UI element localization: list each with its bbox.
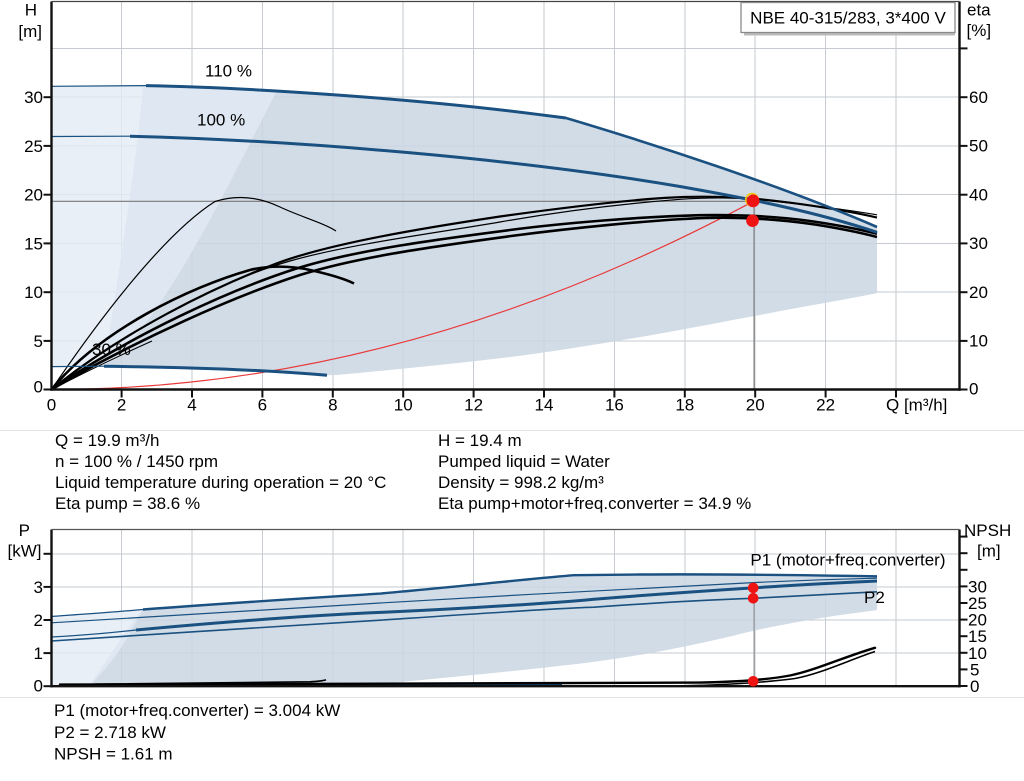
svg-text:6: 6 xyxy=(258,396,267,415)
svg-text:0: 0 xyxy=(34,378,43,397)
svg-text:Pumped liquid = Water: Pumped liquid = Water xyxy=(438,452,610,471)
svg-text:H: H xyxy=(25,1,37,20)
svg-text:100 %: 100 % xyxy=(197,111,245,130)
svg-text:NPSH = 1.61 m: NPSH = 1.61 m xyxy=(54,745,173,764)
svg-text:2: 2 xyxy=(34,611,43,630)
svg-text:20: 20 xyxy=(24,186,43,205)
svg-text:0: 0 xyxy=(47,396,56,415)
svg-text:Q [m³/h]: Q [m³/h] xyxy=(886,396,947,415)
svg-text:60: 60 xyxy=(969,88,988,107)
svg-text:eta: eta xyxy=(967,1,991,20)
svg-text:5: 5 xyxy=(34,332,43,351)
svg-text:20: 20 xyxy=(746,396,765,415)
svg-text:18: 18 xyxy=(675,396,694,415)
svg-text:Liquid temperature during oper: Liquid temperature during operation = 20… xyxy=(55,473,386,492)
svg-text:5: 5 xyxy=(970,660,979,679)
svg-text:30 %: 30 % xyxy=(92,340,131,359)
svg-text:Q = 19.9 m³/h: Q = 19.9 m³/h xyxy=(55,431,159,450)
svg-text:10: 10 xyxy=(394,396,413,415)
svg-text:P1 (motor+freq.converter) = 3.: P1 (motor+freq.converter) = 3.004 kW xyxy=(54,701,340,720)
svg-text:4: 4 xyxy=(187,396,196,415)
svg-text:NBE 40-315/283, 3*400 V: NBE 40-315/283, 3*400 V xyxy=(750,9,946,28)
svg-text:15: 15 xyxy=(24,234,43,253)
svg-text:P2 = 2.718 kW: P2 = 2.718 kW xyxy=(54,723,166,742)
svg-text:3: 3 xyxy=(34,578,43,597)
svg-text:8: 8 xyxy=(328,396,337,415)
svg-text:15: 15 xyxy=(968,627,987,646)
svg-text:30: 30 xyxy=(968,577,987,596)
svg-text:P1 (motor+freq.converter): P1 (motor+freq.converter) xyxy=(750,551,945,570)
svg-text:10: 10 xyxy=(24,283,43,302)
svg-text:1: 1 xyxy=(34,644,43,663)
svg-text:Eta pump = 38.6 %: Eta pump = 38.6 % xyxy=(55,494,200,513)
svg-text:0: 0 xyxy=(969,379,978,398)
svg-text:[%]: [%] xyxy=(967,21,992,40)
svg-text:0: 0 xyxy=(970,677,979,696)
svg-text:25: 25 xyxy=(968,594,987,613)
svg-text:22: 22 xyxy=(816,396,835,415)
svg-text:0: 0 xyxy=(34,676,43,695)
svg-text:20: 20 xyxy=(969,283,988,302)
svg-text:50: 50 xyxy=(969,137,988,156)
svg-text:16: 16 xyxy=(605,396,624,415)
svg-text:110 %: 110 % xyxy=(205,62,252,81)
svg-text:25: 25 xyxy=(24,137,43,156)
svg-text:30: 30 xyxy=(24,88,43,107)
svg-text:12: 12 xyxy=(464,396,483,415)
svg-text:10: 10 xyxy=(969,332,988,351)
svg-text:n = 100 % / 1450 rpm: n = 100 % / 1450 rpm xyxy=(55,452,218,471)
svg-text:20: 20 xyxy=(968,611,987,630)
svg-text:P: P xyxy=(19,521,30,540)
svg-text:P2: P2 xyxy=(864,588,885,607)
svg-text:Density = 998.2 kg/m³: Density = 998.2 kg/m³ xyxy=(438,473,604,492)
svg-text:H = 19.4 m: H = 19.4 m xyxy=(438,431,522,450)
svg-text:14: 14 xyxy=(535,396,554,415)
svg-text:[m]: [m] xyxy=(18,22,42,41)
svg-text:2: 2 xyxy=(117,396,126,415)
svg-text:30: 30 xyxy=(969,234,988,253)
svg-text:NPSH: NPSH xyxy=(964,521,1011,540)
svg-text:[m]: [m] xyxy=(977,542,1001,561)
svg-text:40: 40 xyxy=(969,185,988,204)
svg-text:10: 10 xyxy=(968,644,987,663)
svg-text:Eta pump+motor+freq.converter: Eta pump+motor+freq.converter = 34.9 % xyxy=(438,494,751,513)
svg-text:[kW]: [kW] xyxy=(8,542,42,561)
